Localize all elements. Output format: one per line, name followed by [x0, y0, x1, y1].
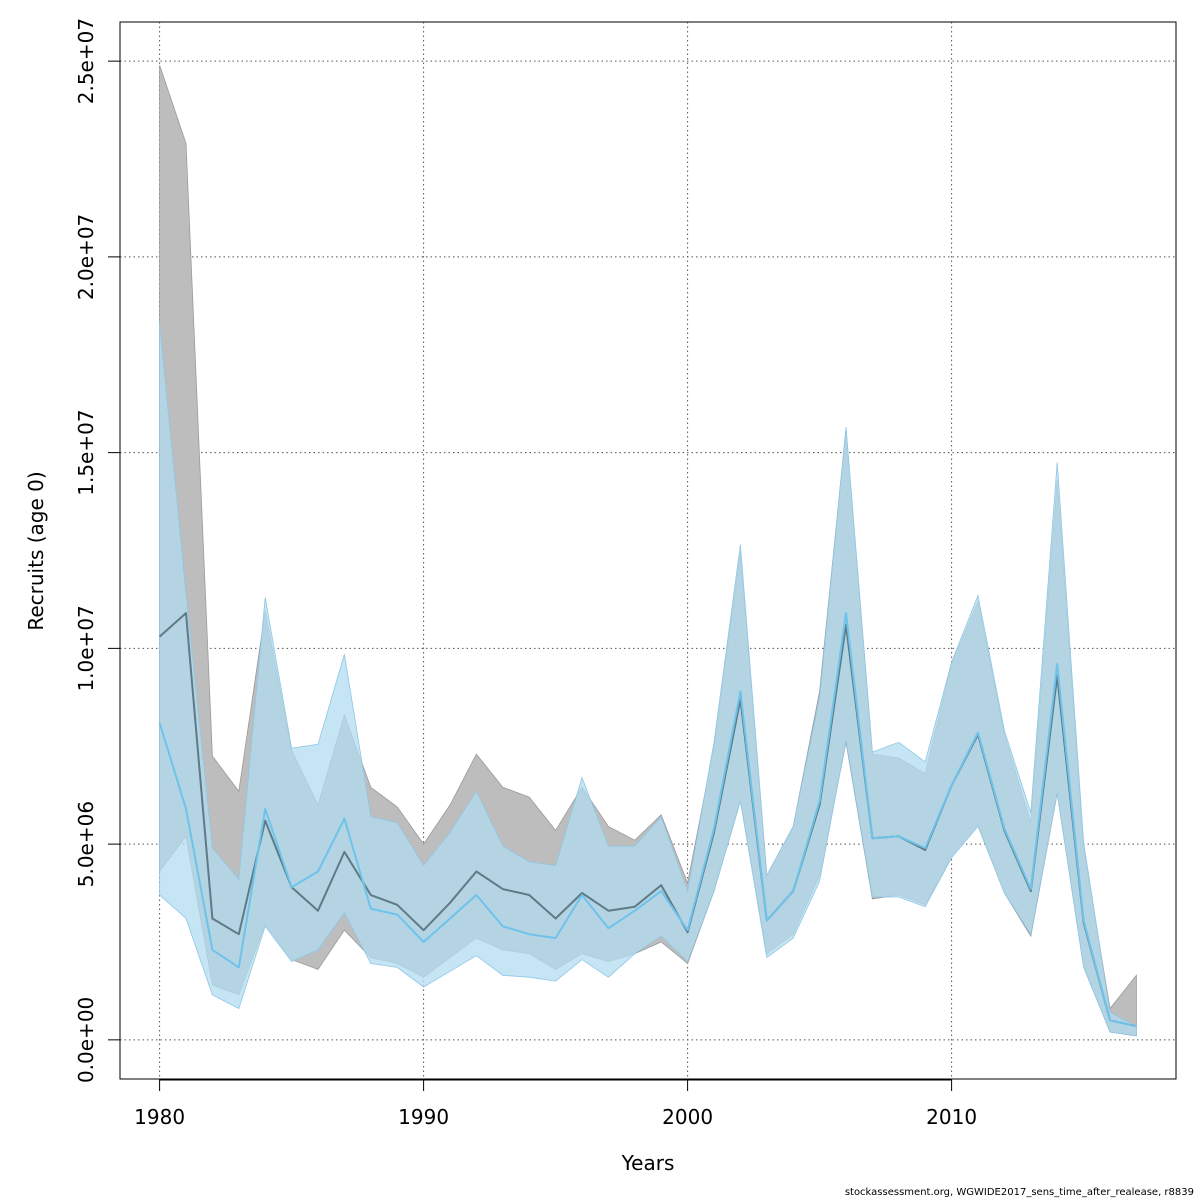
y-tick-label: 2.5e+07 [74, 18, 98, 104]
x-tick-label: 2000 [662, 1105, 713, 1129]
y-tick-label: 0.0e+00 [74, 997, 98, 1083]
confidence-band-2 [159, 323, 1137, 1037]
footer-note: stockassessment.org, WGWIDE2017_sens_tim… [844, 1187, 1194, 1198]
x-axis-title: Years [621, 1151, 675, 1175]
y-tick-label: 1.5e+07 [74, 409, 98, 495]
series-lines [158, 612, 1137, 1028]
x-tick-label: 1990 [398, 1105, 449, 1129]
y-tick-label: 5.0e+06 [74, 801, 98, 887]
y-tick-label: 2.0e+07 [74, 214, 98, 300]
y-tick-label: 1.0e+07 [74, 605, 98, 691]
confidence-bands [159, 64, 1137, 1037]
series-line-2 [158, 612, 1137, 1028]
x-tick-label: 1980 [134, 1105, 185, 1129]
y-axis-title: Recruits (age 0) [24, 471, 48, 630]
x-tick-label: 2010 [926, 1105, 977, 1129]
x-axis: 1980 1990 2000 2010 [134, 1079, 977, 1129]
y-axis: 0.0e+00 5.0e+06 1.0e+07 1.5e+07 2.0e+07 2.5e+… [74, 18, 121, 1083]
